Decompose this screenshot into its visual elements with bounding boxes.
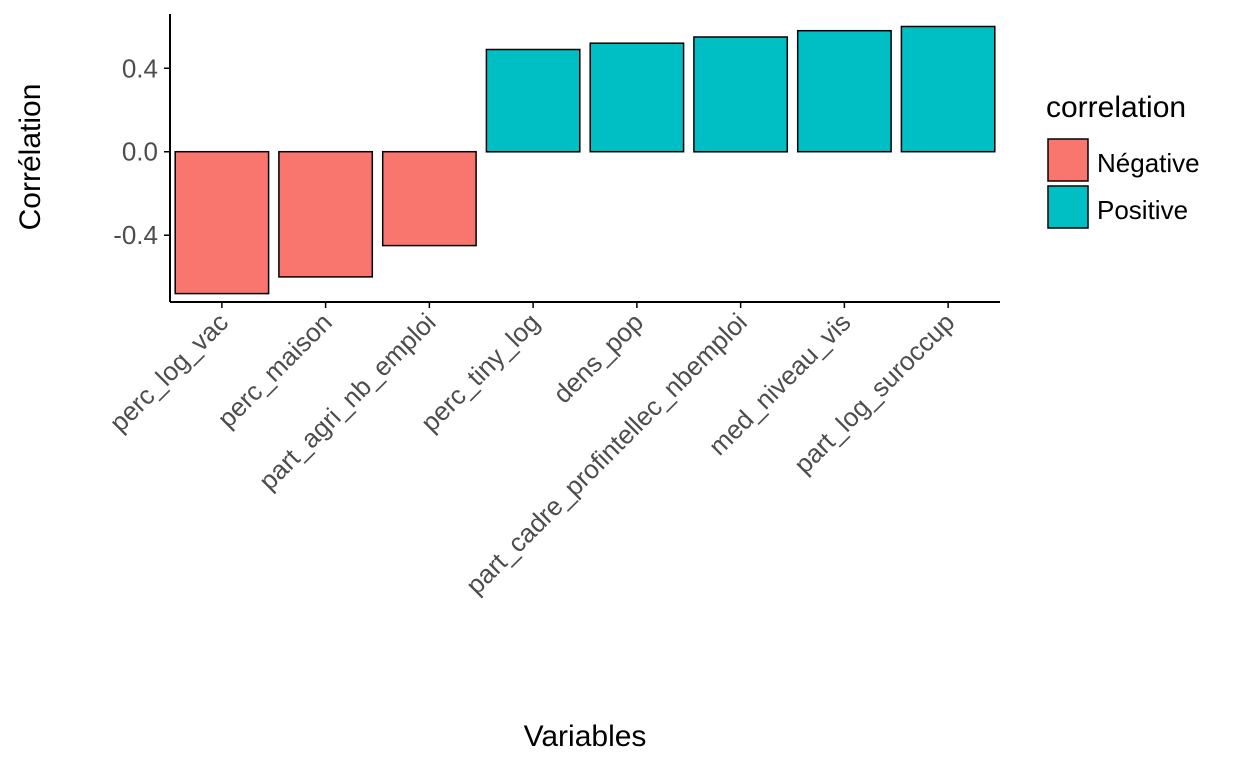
- bar-dens_pop: [589, 42, 685, 153]
- x-tick-label: dens_pop: [547, 307, 649, 409]
- legend-key-positive: [1047, 185, 1089, 229]
- y-tick-label: -0.4: [113, 220, 158, 250]
- x-tick-label: part_agri_nb_emploi: [253, 307, 442, 496]
- bar-perc_maison: [278, 150, 374, 278]
- bars: [174, 25, 996, 295]
- x-tick-label: perc_log_vac: [104, 307, 235, 438]
- legend-title: correlation: [1046, 91, 1186, 124]
- legend: correlation Négative Positive: [1046, 91, 1200, 229]
- legend-label-positive: Positive: [1097, 195, 1188, 225]
- bar-part_agri_nb_emploi: [381, 150, 477, 247]
- bar-part_log_suroccup: [900, 25, 996, 153]
- x-ticks: perc_log_vacperc_maisonpart_agri_nb_empl…: [104, 302, 960, 600]
- bar-perc_log_vac: [174, 150, 270, 295]
- legend-label-negative: Négative: [1097, 148, 1200, 178]
- y-axis-title: Corrélation: [14, 84, 47, 231]
- bar-perc_tiny_log: [485, 48, 581, 153]
- y-tick-label: 0.0: [122, 137, 158, 167]
- bar-med_niveau_vis: [796, 29, 892, 153]
- bar-part_cadre_profintellec_nbemploi: [693, 36, 789, 153]
- legend-key-negative: [1047, 138, 1089, 182]
- x-axis-title: Variables: [524, 720, 647, 753]
- y-tick-label: 0.4: [122, 53, 158, 83]
- y-ticks: -0.4 0.0 0.4: [113, 53, 170, 250]
- axes: [169, 14, 1000, 303]
